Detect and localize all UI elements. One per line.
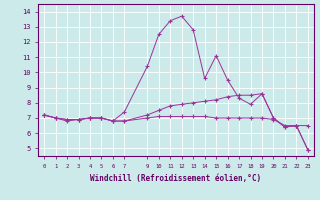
X-axis label: Windchill (Refroidissement éolien,°C): Windchill (Refroidissement éolien,°C): [91, 174, 261, 183]
